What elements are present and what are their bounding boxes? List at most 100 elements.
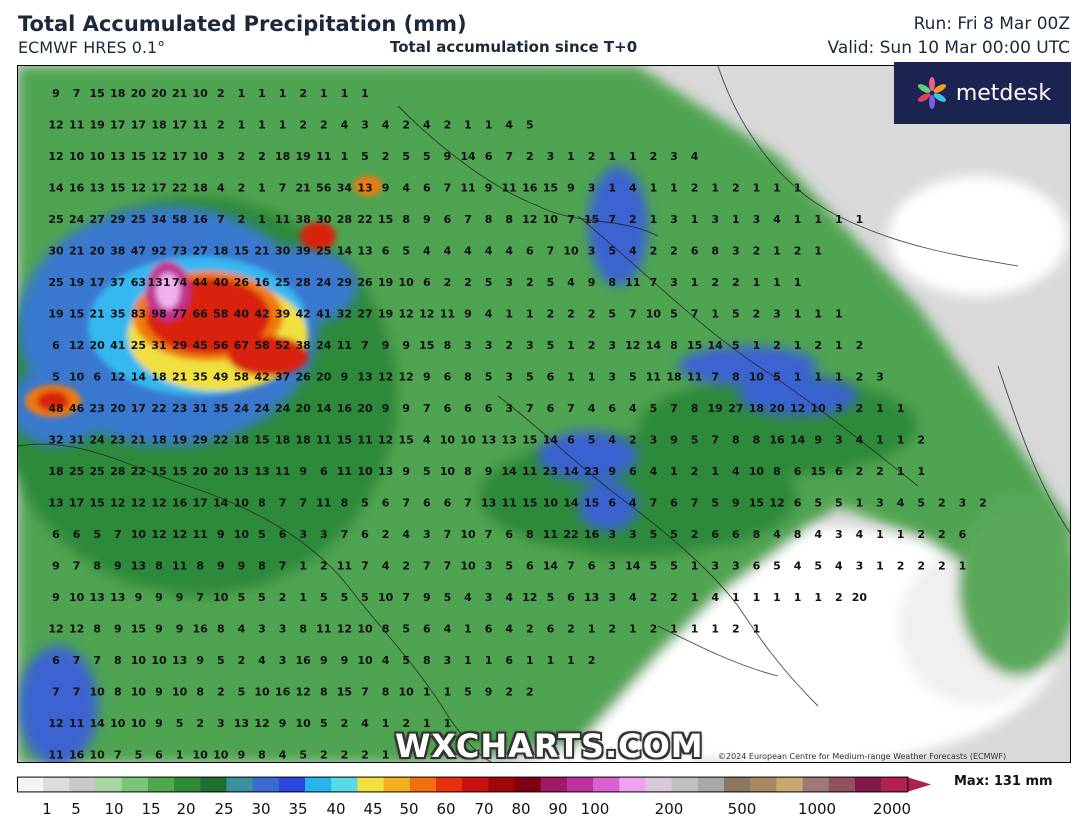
precip-value: 8 bbox=[155, 560, 163, 573]
precip-value: 13 bbox=[90, 591, 105, 604]
precip-value: 2 bbox=[917, 560, 925, 573]
precip-value: 58 bbox=[254, 339, 269, 352]
precip-value: 13 bbox=[357, 371, 372, 384]
precip-value: 4 bbox=[279, 749, 287, 762]
precip-value: 39 bbox=[275, 308, 290, 321]
precip-value: 6 bbox=[608, 402, 616, 415]
precip-value: 1 bbox=[464, 654, 472, 667]
copyright: ©2024 European Centre for Medium-range W… bbox=[718, 752, 1007, 761]
precip-value: 2 bbox=[650, 591, 658, 604]
precip-value: 11 bbox=[460, 182, 475, 195]
precip-value: 12 bbox=[151, 528, 166, 541]
precip-value: 2 bbox=[526, 623, 534, 636]
precip-value: 11 bbox=[337, 339, 352, 352]
precip-value: 1 bbox=[711, 623, 719, 636]
precip-value: 9 bbox=[341, 371, 349, 384]
colorbar-swatch bbox=[121, 777, 149, 792]
precip-value: 15 bbox=[584, 213, 599, 226]
precip-value: 6 bbox=[711, 528, 719, 541]
precip-value: 10 bbox=[811, 402, 827, 415]
precip-value: 19 bbox=[48, 308, 63, 321]
precip-value: 1 bbox=[629, 623, 637, 636]
precip-value: 1 bbox=[917, 465, 925, 478]
precip-value: 14 bbox=[460, 150, 476, 163]
precip-value: 37 bbox=[110, 276, 125, 289]
precip-value: 2 bbox=[217, 119, 225, 132]
precip-value: 2 bbox=[588, 308, 596, 321]
precip-value: 2 bbox=[711, 276, 719, 289]
precip-value: 2 bbox=[341, 749, 349, 762]
precip-value: 2 bbox=[938, 497, 946, 510]
run-label: Run: Fri 8 Mar 00Z bbox=[913, 14, 1070, 34]
precip-value: 1 bbox=[526, 308, 534, 321]
precip-value: 7 bbox=[299, 497, 307, 510]
precip-value: 34 bbox=[337, 182, 353, 195]
precip-value: 18 bbox=[234, 434, 249, 447]
precip-value: 1 bbox=[773, 276, 781, 289]
chart-title: Total Accumulated Precipitation (mm) bbox=[18, 12, 467, 36]
watermark: WXCHARTS.COM bbox=[395, 727, 704, 765]
precip-value: 9 bbox=[217, 528, 225, 541]
colorbar-swatch bbox=[776, 777, 804, 792]
precip-value: 3 bbox=[279, 654, 287, 667]
colorbar-tick-label: 200 bbox=[654, 800, 684, 818]
precip-value: 8 bbox=[485, 213, 493, 226]
precip-value: 2 bbox=[196, 717, 204, 730]
precip-value: 11 bbox=[522, 465, 537, 478]
precip-value: 10 bbox=[234, 497, 250, 510]
precip-value: 5 bbox=[485, 276, 493, 289]
precip-value: 9 bbox=[485, 686, 493, 699]
precip-value: 5 bbox=[691, 434, 699, 447]
precip-value: 4 bbox=[856, 434, 864, 447]
precip-value: 15 bbox=[110, 182, 125, 195]
precip-value: 6 bbox=[382, 245, 390, 258]
precip-value: 14 bbox=[131, 371, 147, 384]
precip-value: 10 bbox=[254, 686, 270, 699]
precip-value: 2 bbox=[856, 371, 864, 384]
precip-value: 1 bbox=[279, 87, 287, 100]
colorbar-tick-label: 10 bbox=[104, 800, 124, 818]
precip-value: 16 bbox=[69, 182, 85, 195]
precip-value: 18 bbox=[666, 371, 681, 384]
precip-value: 2 bbox=[938, 528, 946, 541]
precip-value: 9 bbox=[382, 339, 390, 352]
precip-value: 8 bbox=[258, 560, 266, 573]
colorbar bbox=[17, 776, 932, 793]
precip-value: 11 bbox=[193, 528, 208, 541]
colorbar-swatch bbox=[226, 777, 254, 792]
colorbar-swatch bbox=[383, 777, 411, 792]
precip-value: 16 bbox=[193, 213, 209, 226]
precip-value: 3 bbox=[258, 623, 266, 636]
precip-value: 1 bbox=[547, 654, 555, 667]
precip-value: 6 bbox=[52, 654, 60, 667]
precip-value: 6 bbox=[444, 402, 452, 415]
precip-value: 2 bbox=[897, 560, 905, 573]
precip-value: 13 bbox=[254, 465, 269, 478]
precip-value: 1 bbox=[814, 308, 822, 321]
precip-value: 5 bbox=[258, 528, 266, 541]
precip-value: 1 bbox=[876, 528, 884, 541]
precip-value: 25 bbox=[90, 465, 105, 478]
value-labels: 9 7 15 18 20 20 21 10 2 1 1 1 2 1 1 112 11 19 17 17 18 17 11 2 1… bbox=[48, 87, 986, 762]
precip-value: 40 bbox=[234, 308, 250, 321]
precip-value: 5 bbox=[670, 528, 678, 541]
colorbar-swatch bbox=[331, 777, 358, 792]
precip-value: 23 bbox=[543, 465, 558, 478]
precip-value: 9 bbox=[485, 465, 493, 478]
precip-value: 4 bbox=[629, 402, 637, 415]
precip-value: 4 bbox=[629, 497, 637, 510]
precip-value: 1 bbox=[691, 276, 699, 289]
precip-value: 39 bbox=[296, 245, 311, 258]
precip-value: 6 bbox=[155, 749, 163, 762]
precip-value: 5 bbox=[526, 371, 534, 384]
precip-value: 7 bbox=[711, 434, 719, 447]
precip-value: 2 bbox=[588, 654, 596, 667]
precip-value: 10 bbox=[749, 371, 765, 384]
precip-value: 14 bbox=[316, 402, 332, 415]
precip-value: 2 bbox=[464, 276, 472, 289]
precip-value: 63 bbox=[131, 276, 146, 289]
precip-value: 12 bbox=[399, 308, 414, 321]
precip-value: 14 bbox=[646, 339, 662, 352]
precip-value: 1 bbox=[753, 339, 761, 352]
precip-value: 5 bbox=[547, 276, 555, 289]
